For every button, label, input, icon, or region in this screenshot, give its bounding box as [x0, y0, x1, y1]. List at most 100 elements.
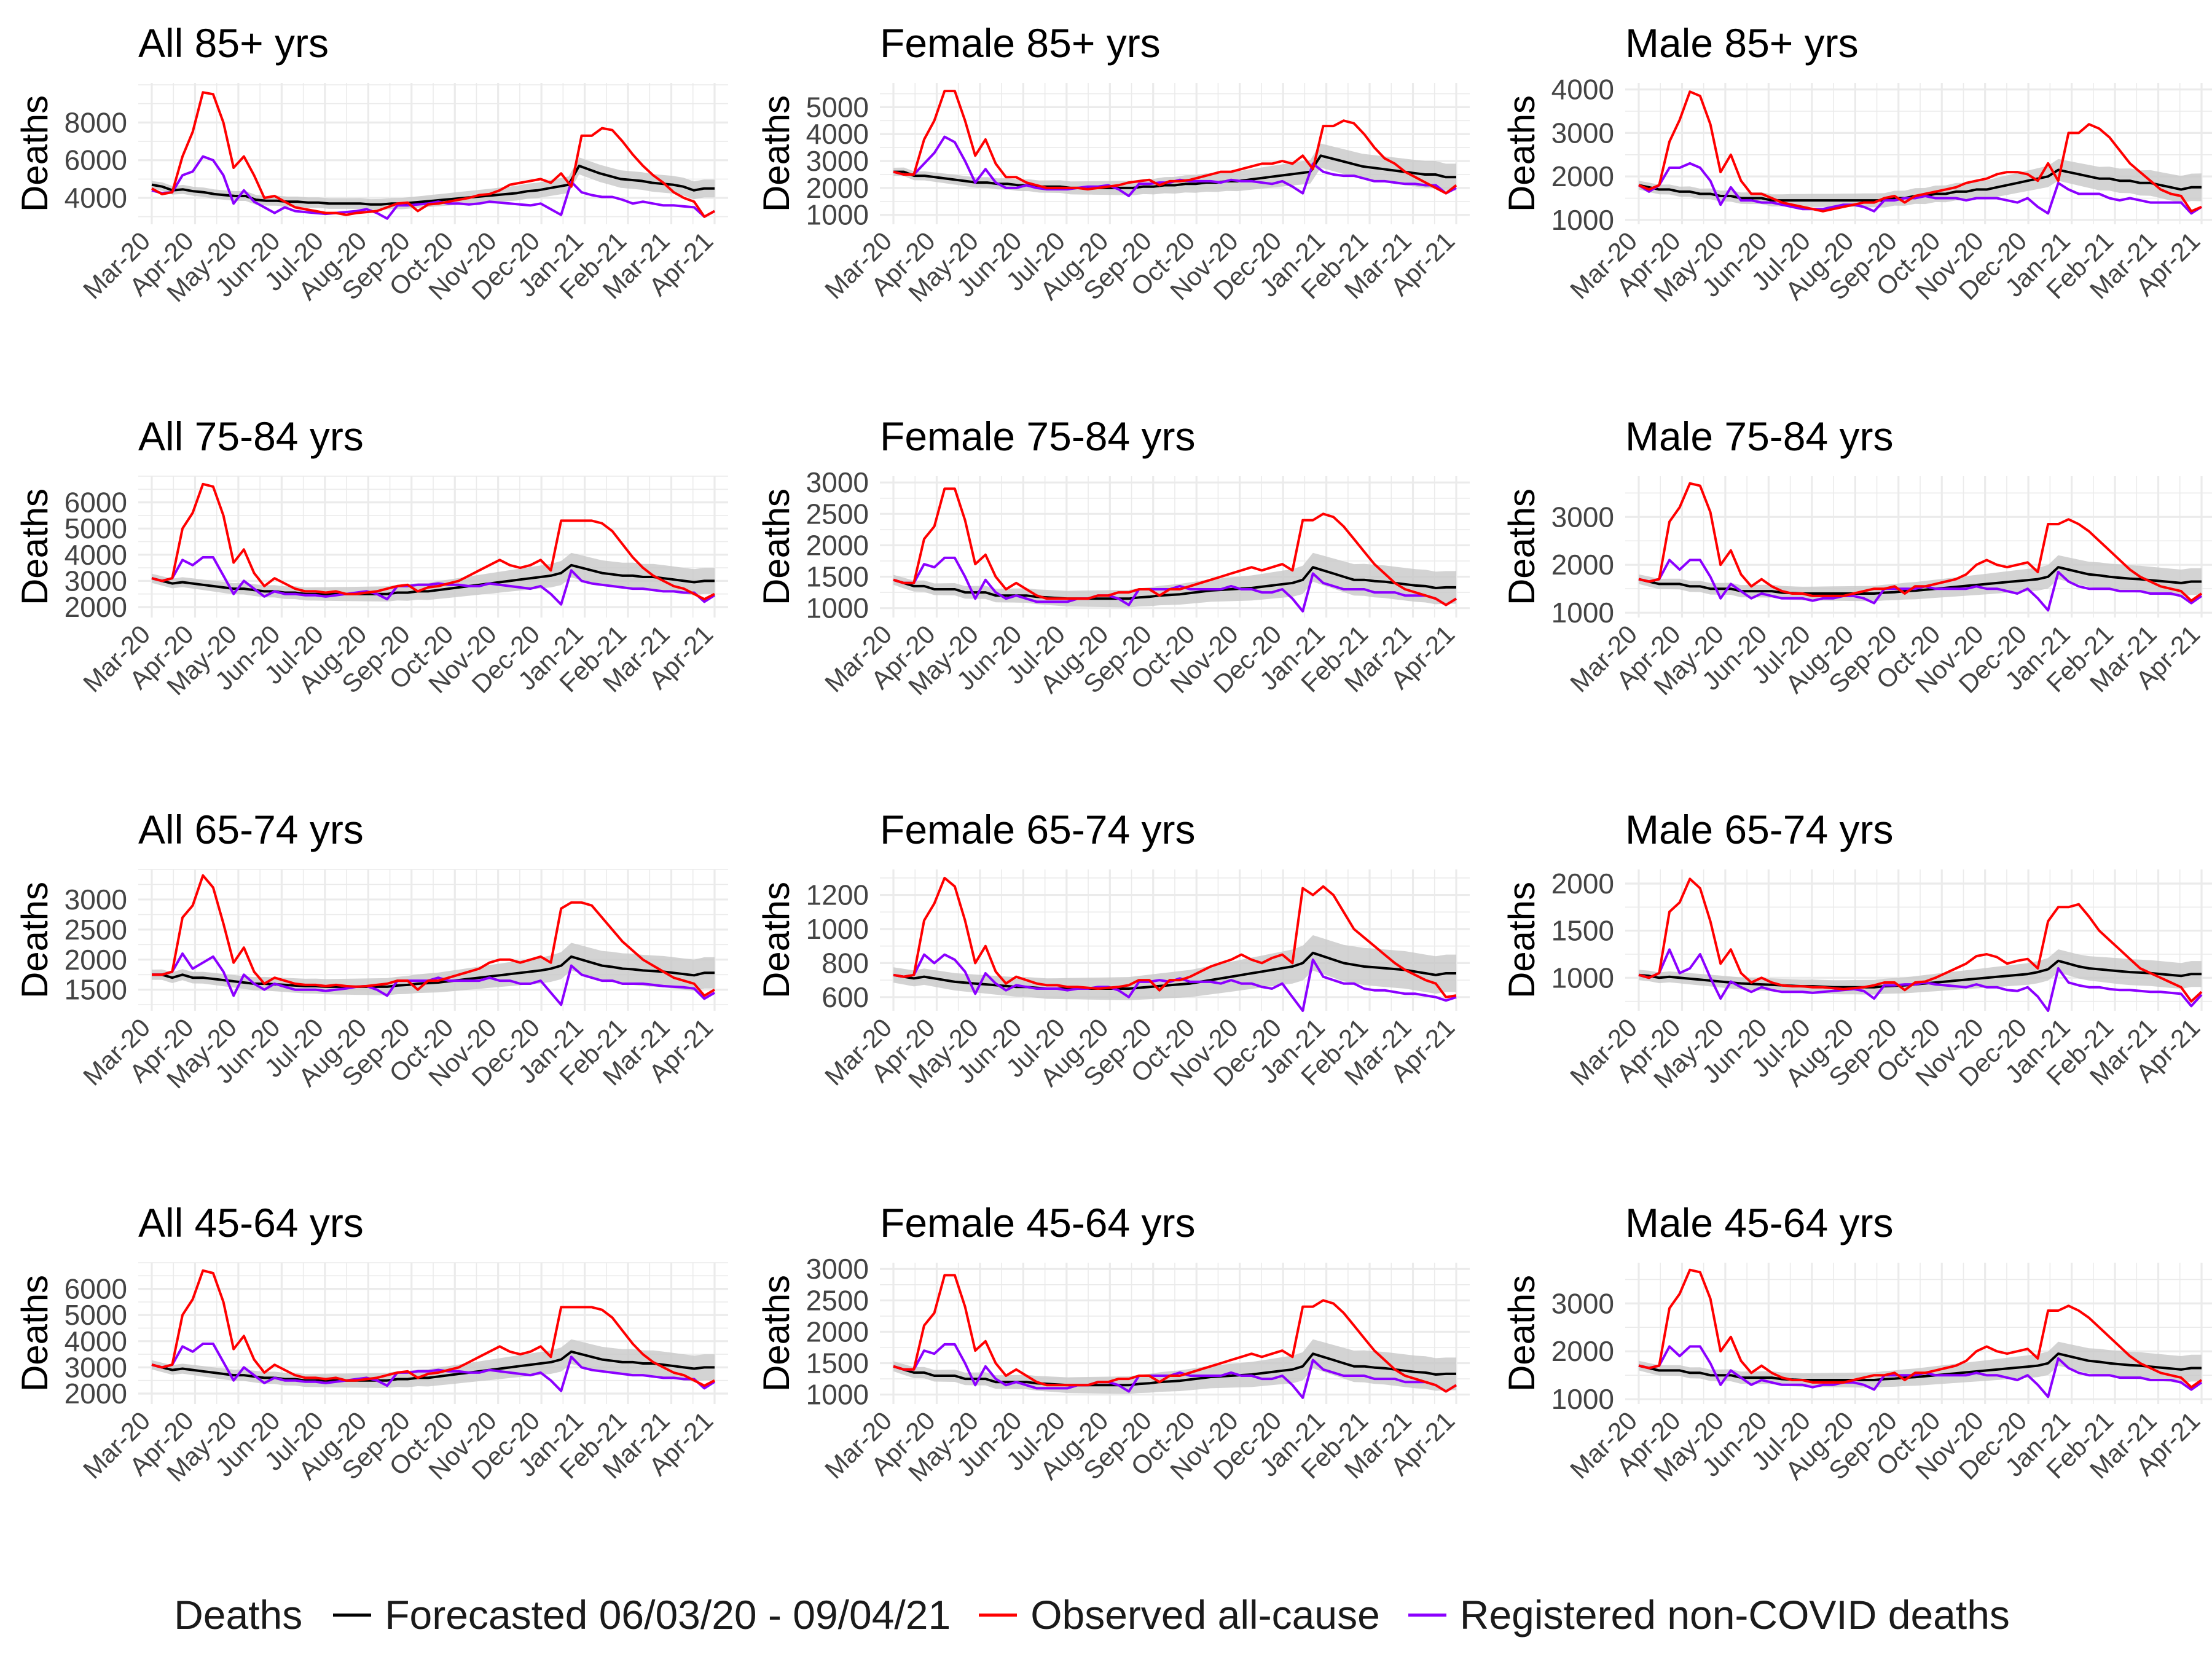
y-tick-label: 3000 [65, 1351, 127, 1383]
y-tick-label: 1000 [1551, 1383, 1614, 1415]
legend-item-forecast: Forecasted 06/03/20 - 09/04/21 [333, 1591, 951, 1638]
y-tick-label: 1500 [806, 1347, 869, 1379]
y-tick-label: 5000 [806, 91, 869, 123]
y-tick-label: 3000 [806, 145, 869, 177]
y-tick-label: 2000 [1551, 160, 1614, 192]
panel-title: All 85+ yrs [138, 20, 329, 66]
legend-label-non-covid: Registered non-COVID deaths [1459, 1592, 2010, 1637]
y-tick-label: 2500 [65, 914, 127, 946]
y-tick-label: 3000 [1551, 1287, 1614, 1319]
y-axis-label: Deaths [756, 1275, 797, 1392]
series-line-forecast [893, 951, 1456, 990]
panel-9: All 45-64 yrsDeaths20003000400050006000M… [14, 1200, 728, 1487]
y-tick-label: 4000 [1551, 74, 1614, 106]
y-axis-label: Deaths [1501, 882, 1542, 998]
y-tick-label: 800 [822, 947, 869, 979]
y-tick-label: 1200 [806, 879, 869, 911]
y-axis-label: Deaths [14, 1275, 55, 1392]
y-tick-label: 4000 [65, 539, 127, 571]
series-line-observed [1638, 90, 2202, 213]
panel-title: Male 45-64 yrs [1625, 1200, 1894, 1245]
legend-label-observed: Observed all-cause [1030, 1592, 1380, 1637]
panel-11: Male 45-64 yrsDeaths100020003000Mar-20Ap… [1501, 1200, 2212, 1487]
y-tick-label: 1000 [1551, 204, 1614, 236]
y-tick-label: 6000 [65, 487, 127, 519]
series-line-non-covid [151, 556, 716, 606]
series-line-non-covid [152, 952, 716, 1006]
y-tick-label: 2000 [1551, 868, 1614, 900]
y-tick-label: 2000 [1551, 1335, 1614, 1367]
series-line-observed [1638, 1268, 2203, 1389]
series-line-non-covid [151, 155, 715, 220]
y-axis-label: Deaths [1501, 488, 1542, 605]
series-line-observed [151, 482, 715, 601]
panel-10: Female 45-64 yrs Deaths 100015002000250030… [756, 1200, 1470, 1487]
legend: Deaths Forecasted 06/03/20 - 09/04/21 Ob… [0, 1584, 2212, 1645]
y-tick-label: 8000 [65, 106, 127, 138]
y-tick-label: 2500 [806, 498, 869, 530]
panel-title: Male 75-84 yrs [1625, 414, 1894, 459]
legend-key-forecast [333, 1613, 372, 1617]
series-line-forecast [152, 955, 715, 988]
y-axis-label: Deaths [1501, 1275, 1542, 1392]
y-tick-label: 1000 [806, 592, 869, 624]
y-axis-label: Deaths [1501, 95, 1542, 212]
y-tick-label: 2000 [806, 172, 869, 204]
y-tick-label: 1000 [806, 913, 869, 945]
y-tick-label: 6000 [65, 1273, 127, 1305]
series-line-forecast [893, 154, 1456, 189]
panel-4: Female 75-84 yrs Deaths 100015002000250030… [756, 414, 1470, 700]
series-line-observed [893, 1274, 1457, 1393]
y-tick-label: 4000 [806, 118, 869, 150]
y-tick-label: 3000 [1551, 117, 1614, 149]
y-tick-label: 2000 [1551, 549, 1614, 581]
legend-key-non-covid [1408, 1613, 1446, 1617]
series-line-observed [1638, 877, 2203, 1003]
panel-title: Female 85+ yrs [880, 20, 1161, 66]
y-tick-label: 2000 [65, 944, 127, 976]
y-tick-label: 1000 [806, 1379, 869, 1411]
legend-title: Deaths [174, 1592, 303, 1637]
y-tick-label: 3000 [1551, 501, 1614, 533]
y-axis-label: Deaths [756, 882, 797, 998]
y-tick-label: 1000 [1551, 962, 1614, 994]
y-tick-label: 600 [822, 981, 869, 1013]
panel-title: All 75-84 yrs [138, 414, 364, 459]
series-line-non-covid [1637, 162, 2203, 215]
y-tick-label: 4000 [65, 182, 127, 214]
y-tick-label: 3000 [65, 884, 127, 916]
y-tick-label: 5000 [65, 1299, 127, 1331]
panel-title: Female 65-74 yrs [880, 807, 1196, 852]
series-line-observed [151, 91, 715, 218]
y-tick-label: 1500 [65, 974, 127, 1006]
y-axis-label: Deaths [756, 488, 797, 605]
series-line-forecast [151, 563, 715, 595]
panel-title: All 45-64 yrs [138, 1200, 364, 1245]
y-tick-label: 2000 [65, 591, 127, 623]
y-tick-label: 3000 [806, 466, 869, 498]
series-line-forecast [893, 1352, 1456, 1387]
legend-key-observed [979, 1613, 1018, 1617]
y-tick-label: 6000 [65, 144, 127, 176]
series-line-non-covid [893, 1343, 1457, 1399]
series-line-observed [893, 487, 1457, 606]
panel-title: Male 65-74 yrs [1625, 807, 1894, 852]
y-axis-label: Deaths [14, 95, 55, 212]
panel-title: Female 45-64 yrs [880, 1200, 1196, 1245]
series-line-observed [152, 874, 716, 997]
y-tick-label: 2000 [806, 529, 869, 561]
legend-item-non-covid: Registered non-COVID deaths [1408, 1591, 2010, 1638]
y-tick-label: 1000 [1551, 597, 1614, 629]
panel-1: Female 85+ yrs Deaths 10002000300040005000… [756, 20, 1470, 307]
y-tick-label: 1500 [806, 561, 869, 593]
y-tick-label: 2500 [806, 1284, 869, 1316]
panel-3: All 75-84 yrsDeaths20003000400050006000M… [14, 414, 728, 700]
series-line-forecast [151, 164, 715, 206]
legend-label-forecast: Forecasted 06/03/20 - 09/04/21 [385, 1592, 951, 1637]
y-tick-label: 1000 [806, 199, 869, 231]
panel-title: Female 75-84 yrs [880, 414, 1196, 459]
